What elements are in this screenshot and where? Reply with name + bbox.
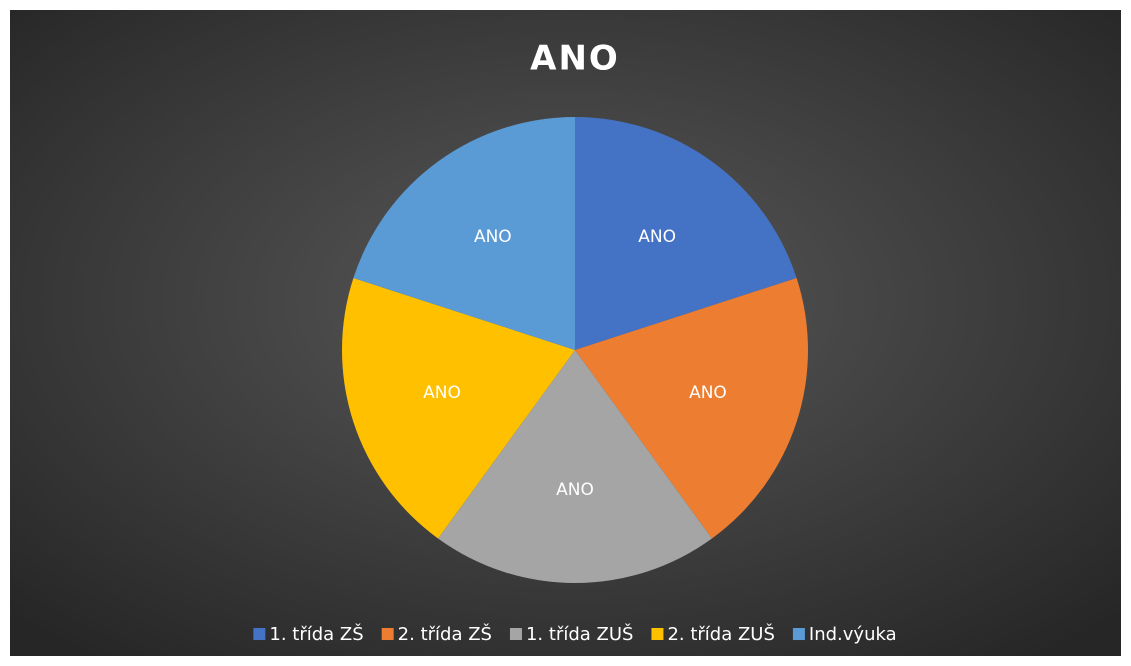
legend-label: Ind.výuka xyxy=(809,624,897,645)
data-label: ANO xyxy=(474,227,512,247)
data-label: ANO xyxy=(423,383,461,403)
legend-swatch xyxy=(509,628,522,640)
pie-slice xyxy=(438,350,712,584)
pie-slice xyxy=(575,277,808,539)
chart-title: ANO xyxy=(530,39,620,79)
legend-label: 1. třída ZUŠ xyxy=(526,623,633,645)
legend-swatch xyxy=(253,628,266,640)
data-label: ANO xyxy=(638,227,676,247)
pie-slice xyxy=(342,277,575,539)
pie-slice xyxy=(575,117,797,350)
legend-label: 2. třída ZŠ xyxy=(398,623,492,645)
legend-label: 2. třída ZUŠ xyxy=(667,623,774,645)
data-label: ANO xyxy=(556,480,594,500)
legend-swatch xyxy=(381,628,394,640)
pie-slice xyxy=(353,117,575,350)
legend-swatch xyxy=(792,628,805,640)
data-label: ANO xyxy=(689,383,727,403)
legend-swatch xyxy=(651,628,664,640)
legend-label: 1. třída ZŠ xyxy=(269,623,363,645)
